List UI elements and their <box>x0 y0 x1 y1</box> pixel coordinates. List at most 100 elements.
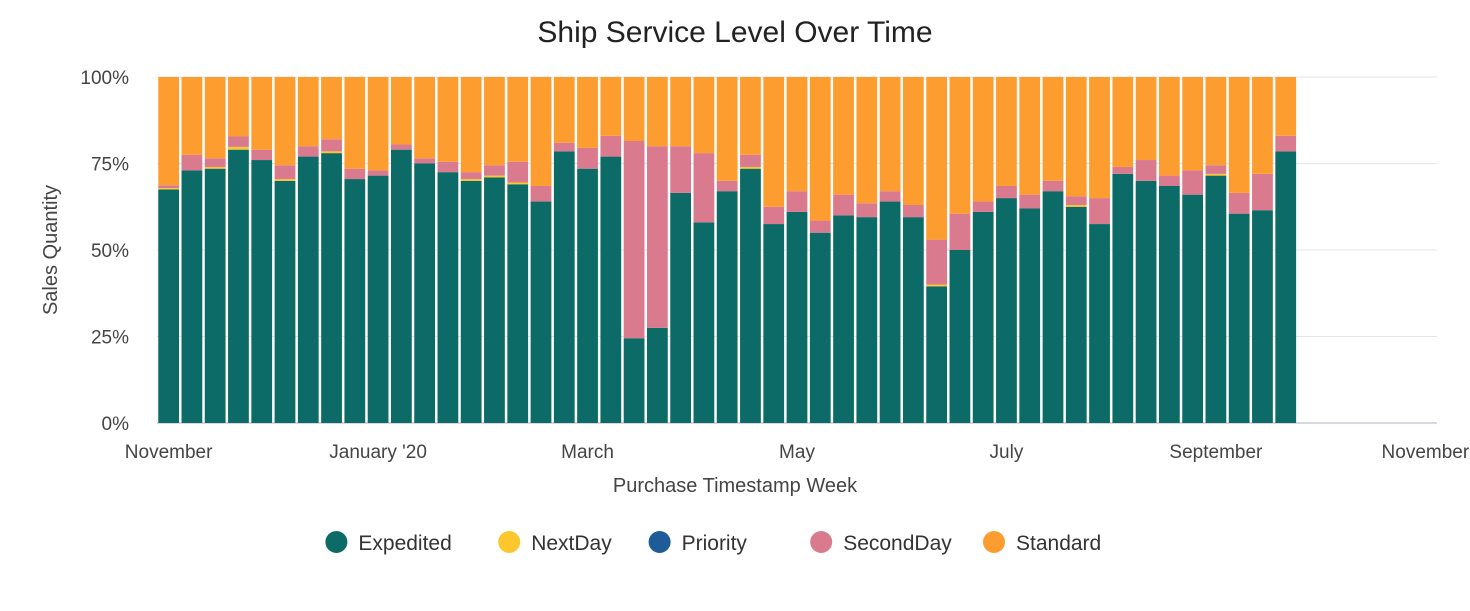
bar-stack <box>1228 77 1250 423</box>
bar-segment-standard <box>321 77 342 140</box>
bar-segment-expedited <box>228 149 249 423</box>
bar-segment-standard <box>158 77 180 186</box>
bar-stack <box>1135 77 1157 423</box>
legend-item[interactable]: SecondDay <box>810 531 952 555</box>
legend-item[interactable]: Standard <box>983 531 1101 555</box>
bar-segment-secondday <box>1089 198 1110 225</box>
legend-label: Standard <box>1016 532 1101 555</box>
bar-stack <box>437 77 459 423</box>
bar-segment-expedited <box>1252 210 1273 423</box>
bar-stack <box>1112 77 1134 423</box>
bar-segment-standard <box>740 77 761 155</box>
bar-segment-standard <box>181 77 203 155</box>
bar-segment-standard <box>809 77 831 221</box>
bar-segment-expedited <box>926 286 948 423</box>
x-tick-label: November <box>125 442 213 463</box>
bar-segment-secondday <box>181 154 203 171</box>
bar-segment-secondday <box>437 161 459 173</box>
bar-stack <box>297 77 319 423</box>
bar-segment-standard <box>274 77 296 166</box>
bar-segment-standard <box>1275 77 1297 136</box>
bar-segment-secondday <box>1182 170 1204 195</box>
bar-stack <box>367 77 389 423</box>
bar-segment-secondday <box>833 194 854 216</box>
bar-segment-standard <box>1252 77 1273 174</box>
bar-segment-standard <box>507 77 529 162</box>
bar-segment-expedited <box>716 191 738 423</box>
bar-segment-secondday <box>321 139 342 152</box>
bar-segment-secondday <box>344 168 366 180</box>
bar-segment-standard <box>251 77 273 150</box>
bar-segment-standard <box>553 77 575 143</box>
bar-segment-secondday <box>716 180 738 192</box>
bar-segment-standard <box>716 77 738 181</box>
bar-segment-expedited <box>972 211 994 423</box>
bar-segment-expedited <box>623 338 645 423</box>
bar-stack <box>693 77 715 423</box>
bar-segment-secondday <box>1158 175 1180 186</box>
bar-segment-standard <box>344 77 366 169</box>
bar-segment-standard <box>786 77 808 192</box>
bar-stack <box>740 77 761 423</box>
legend-item[interactable]: NextDay <box>498 531 612 555</box>
bar-segment-expedited <box>414 163 436 423</box>
x-axis: November January '20 March May July September… <box>125 442 1470 463</box>
bar-stack <box>670 77 692 423</box>
bar-segment-expedited <box>1182 194 1204 423</box>
bar-segment-standard <box>460 77 482 173</box>
y-axis-label: Sales Quantity <box>40 185 62 315</box>
x-tick-label: May <box>779 442 815 463</box>
bar-segment-standard <box>972 77 994 202</box>
bar-segment-standard <box>1019 77 1041 195</box>
bar-stack <box>856 77 878 423</box>
bar-segment-expedited <box>1042 191 1064 423</box>
bar-segment-expedited <box>833 215 854 423</box>
bar-segment-secondday <box>1042 180 1064 192</box>
bar-segment-standard <box>763 77 785 207</box>
y-tick-label: 25% <box>91 328 129 349</box>
bar-stack <box>1158 77 1180 423</box>
bar-segment-secondday <box>786 191 808 212</box>
bar-segment-expedited <box>1228 213 1250 423</box>
bar-stack <box>553 77 575 423</box>
bar-segment-expedited <box>763 224 785 423</box>
bar-segment-nextday <box>1205 173 1227 176</box>
bar-segment-expedited <box>1135 180 1157 423</box>
bar-segment-nextday <box>274 179 296 181</box>
bar-segment-secondday <box>1228 192 1250 214</box>
bar-segment-secondday <box>646 146 668 328</box>
bar-segment-secondday <box>600 135 622 157</box>
bar-segment-standard <box>670 77 692 147</box>
bar-segment-expedited <box>786 211 808 423</box>
bar-segment-standard <box>879 77 901 192</box>
bar-segment-nextday <box>460 179 482 181</box>
bar-stack <box>646 77 668 423</box>
bar-segment-nextday <box>740 166 761 169</box>
bar-segment-expedited <box>274 180 296 423</box>
bar-segment-nextday <box>321 151 342 154</box>
bar-segment-expedited <box>646 327 668 423</box>
bar-segment-expedited <box>949 250 971 423</box>
bar-segment-expedited <box>1158 185 1180 423</box>
bar-segment-standard <box>390 77 412 145</box>
bar-segment-secondday <box>251 149 273 161</box>
y-tick-label: 50% <box>91 241 129 262</box>
bar-segment-secondday <box>972 201 994 212</box>
y-tick-label: 75% <box>91 155 129 176</box>
bar-segment-secondday <box>414 158 436 164</box>
bar-segment-standard <box>996 77 1017 186</box>
bar-segment-nextday <box>228 146 249 150</box>
bar-segment-standard <box>833 77 854 195</box>
bar-segment-expedited <box>740 168 761 423</box>
bar-segment-secondday <box>879 191 901 202</box>
bar-segment-expedited <box>809 232 831 423</box>
bar-segment-secondday <box>1205 165 1227 174</box>
legend-item[interactable]: Priority <box>648 531 748 555</box>
bar-segment-expedited <box>693 222 715 423</box>
bar-segment-expedited <box>600 156 622 423</box>
legend-item[interactable]: Expedited <box>325 531 452 555</box>
bar-segment-secondday <box>274 165 296 180</box>
bar-segment-secondday <box>390 144 412 150</box>
